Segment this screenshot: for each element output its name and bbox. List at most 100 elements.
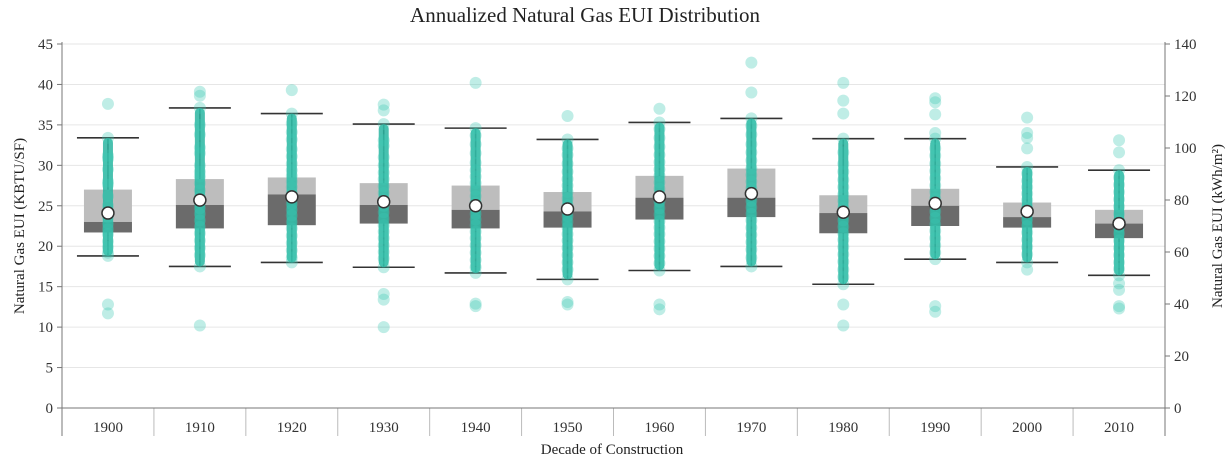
data-point xyxy=(929,218,942,231)
data-point xyxy=(561,228,574,241)
data-point xyxy=(469,297,482,310)
x-tick-label: 1940 xyxy=(461,420,491,436)
data-point xyxy=(285,107,298,120)
data-point xyxy=(193,227,206,240)
data-point xyxy=(837,220,850,233)
data-point xyxy=(653,176,666,189)
data-point xyxy=(929,179,942,192)
data-point xyxy=(1113,283,1126,296)
data-point xyxy=(193,141,206,154)
data-point xyxy=(377,206,390,219)
data-point xyxy=(653,116,666,129)
data-point xyxy=(929,164,942,177)
data-point xyxy=(285,117,298,130)
data-point xyxy=(1021,160,1034,173)
data-point xyxy=(377,232,390,245)
data-point xyxy=(101,228,114,241)
x-tick-label: 1990 xyxy=(920,420,950,436)
data-point xyxy=(1113,249,1126,262)
data-point xyxy=(561,173,574,186)
data-point xyxy=(561,142,574,155)
data-point xyxy=(929,246,942,259)
y-tick-label: 15 xyxy=(38,280,53,296)
data-point xyxy=(377,239,390,252)
data-point xyxy=(745,119,758,132)
data-point xyxy=(653,303,666,316)
data-point xyxy=(101,249,114,262)
data-point xyxy=(285,244,298,257)
y2-tick-label: 80 xyxy=(1174,193,1189,209)
x-tick-label: 1980 xyxy=(828,420,858,436)
data-point xyxy=(1021,111,1034,124)
data-point xyxy=(653,148,666,161)
data-point xyxy=(193,214,206,227)
data-point xyxy=(469,129,482,142)
data-point xyxy=(377,212,390,225)
data-point xyxy=(837,255,850,268)
data-point xyxy=(1113,241,1126,254)
data-point xyxy=(1021,131,1034,144)
data-point xyxy=(653,221,666,234)
data-point xyxy=(561,165,574,178)
data-point xyxy=(469,261,482,274)
data-point xyxy=(837,146,850,159)
box-2010 xyxy=(1088,134,1151,315)
data-point xyxy=(469,225,482,238)
mean-marker xyxy=(285,190,299,204)
mean-marker xyxy=(193,193,207,207)
data-point xyxy=(745,228,758,241)
data-point xyxy=(1113,234,1126,247)
data-point xyxy=(285,150,298,163)
data-point xyxy=(469,232,482,245)
data-point xyxy=(837,173,850,186)
data-point xyxy=(1113,302,1126,315)
data-point xyxy=(285,84,298,97)
data-point xyxy=(561,249,574,262)
data-point xyxy=(837,227,850,240)
data-point xyxy=(653,257,666,270)
data-point xyxy=(929,172,942,185)
data-point xyxy=(469,156,482,169)
data-point xyxy=(101,152,114,165)
x-tick-label: 2010 xyxy=(1104,420,1134,436)
data-point xyxy=(377,287,390,300)
data-point xyxy=(193,241,206,254)
data-point xyxy=(469,122,482,135)
data-point xyxy=(837,157,850,170)
data-point xyxy=(285,251,298,264)
data-point xyxy=(561,109,574,122)
data-point xyxy=(745,201,758,214)
data-point xyxy=(653,215,666,228)
data-point xyxy=(377,159,390,172)
data-point xyxy=(101,223,114,236)
data-point xyxy=(469,253,482,266)
data-point xyxy=(469,246,482,259)
data-point xyxy=(653,140,666,153)
data-point xyxy=(1021,167,1034,180)
y2-tick-label: 40 xyxy=(1174,297,1189,313)
x-axis-label: Decade of Construction xyxy=(541,442,684,458)
data-point xyxy=(1113,146,1126,159)
data-point xyxy=(101,175,114,188)
data-point xyxy=(285,157,298,170)
data-point xyxy=(285,164,298,177)
data-point xyxy=(561,179,574,192)
data-point xyxy=(285,175,298,188)
data-point xyxy=(1021,181,1034,194)
data-point xyxy=(837,194,850,207)
data-point xyxy=(101,298,114,311)
chart-title: Annualized Natural Gas EUI Distribution xyxy=(410,3,760,27)
data-point xyxy=(837,233,850,246)
data-point xyxy=(377,180,390,193)
data-point xyxy=(929,149,942,162)
data-point xyxy=(193,89,206,102)
data-point xyxy=(837,181,850,194)
data-point xyxy=(193,128,206,141)
gridlines xyxy=(62,43,1165,369)
data-point xyxy=(837,76,850,89)
data-point xyxy=(193,147,206,160)
mean-marker xyxy=(101,206,115,220)
data-point xyxy=(745,56,758,69)
data-point xyxy=(285,181,298,194)
data-point xyxy=(929,108,942,121)
